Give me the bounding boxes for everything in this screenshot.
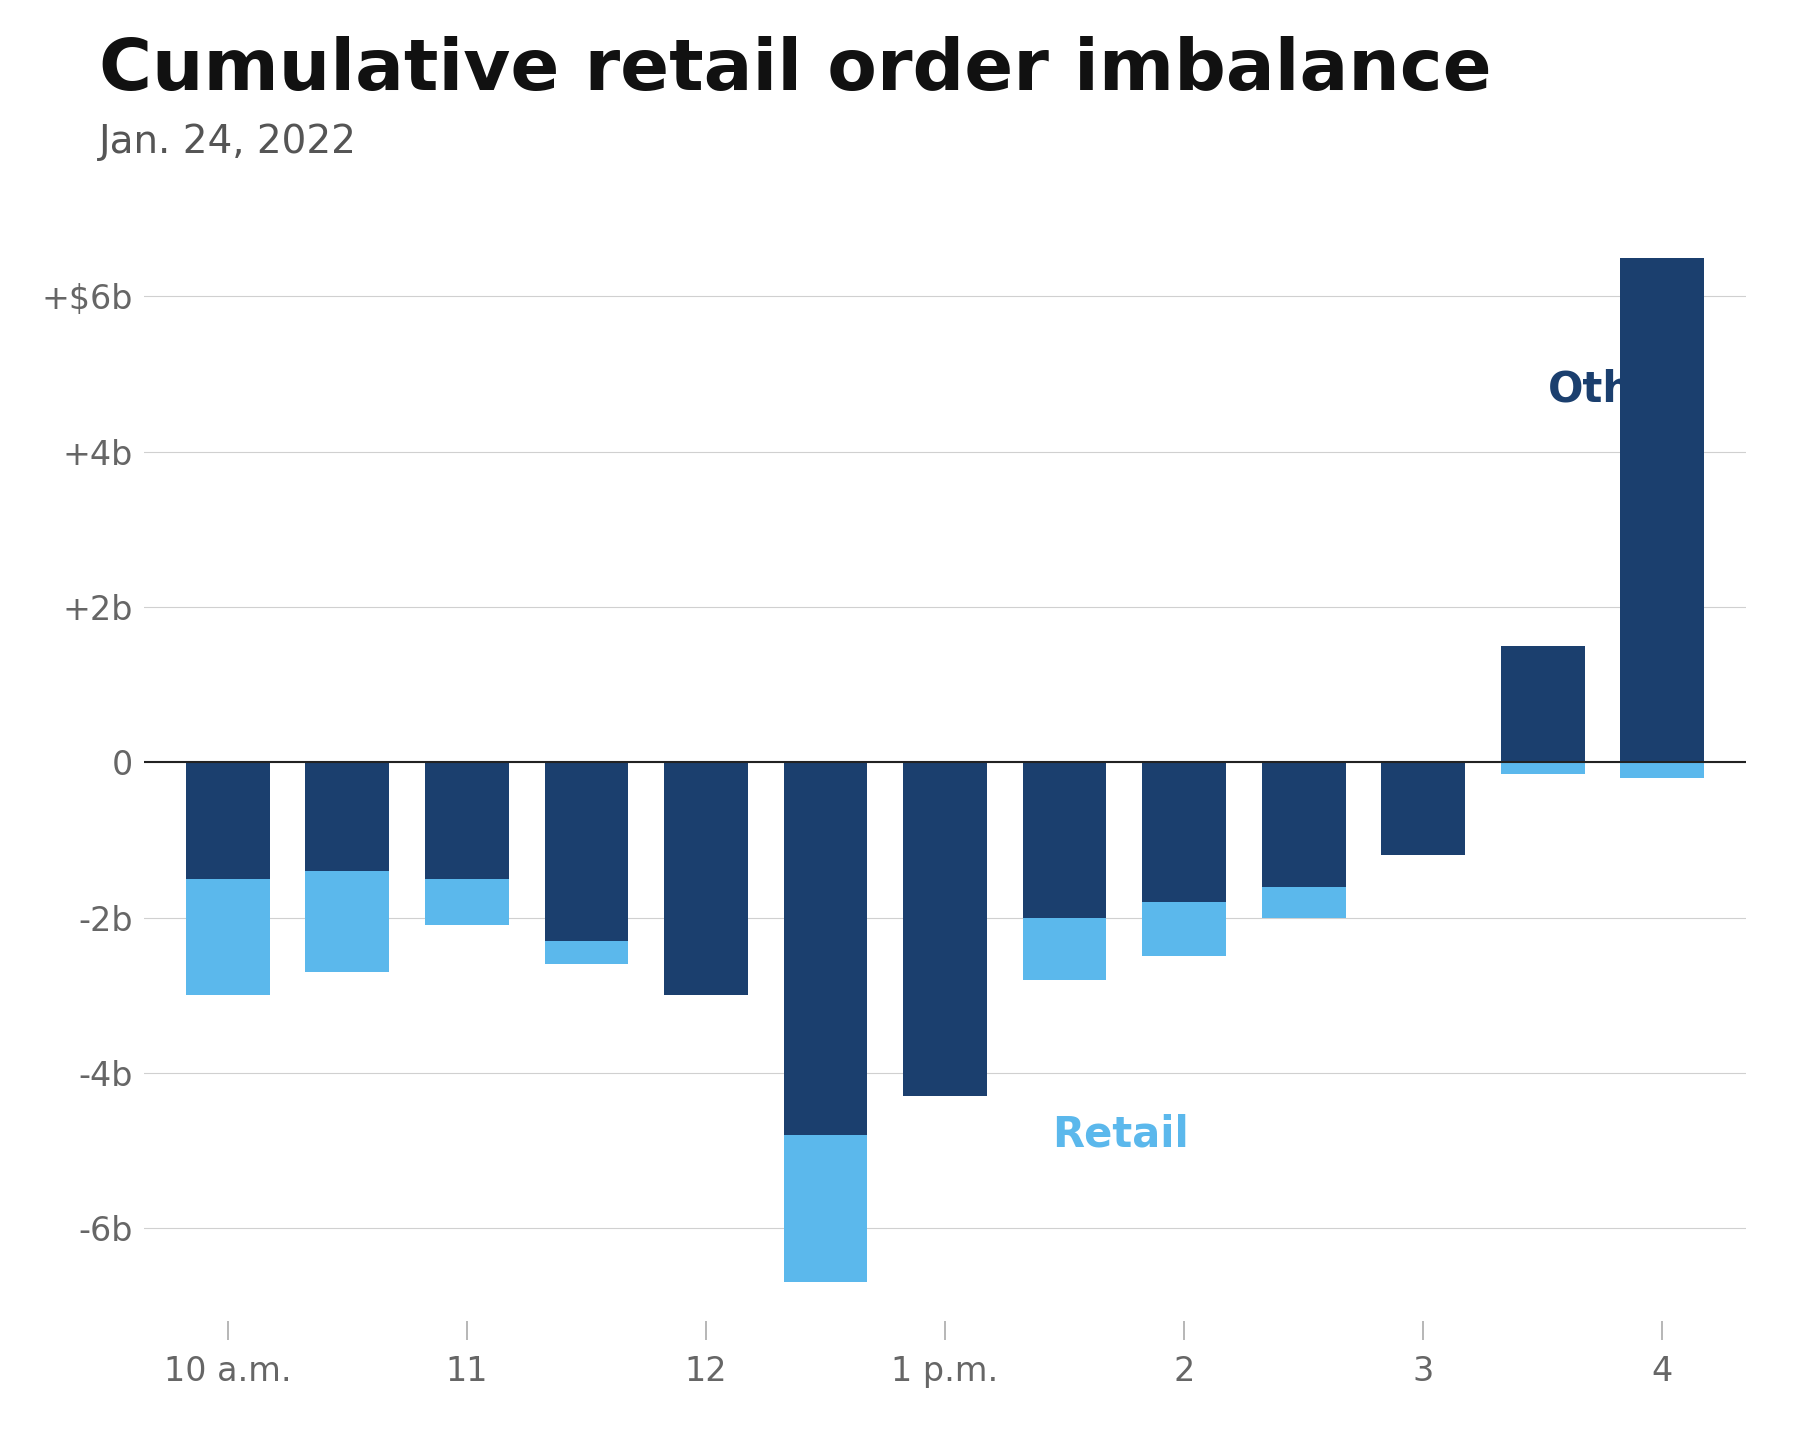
Bar	[544, 941, 628, 964]
Bar	[1262, 762, 1346, 887]
Bar	[185, 878, 270, 995]
Text: Jan. 24, 2022: Jan. 24, 2022	[99, 123, 356, 161]
Bar	[425, 878, 509, 925]
Bar	[1022, 762, 1107, 918]
Bar	[904, 762, 986, 1096]
Bar	[664, 762, 747, 995]
Bar	[1501, 646, 1584, 762]
Text: Other: Other	[1548, 369, 1681, 411]
Bar	[1143, 902, 1226, 957]
Bar	[1022, 918, 1107, 980]
Bar	[1381, 762, 1465, 855]
Bar	[306, 762, 389, 871]
Bar	[185, 762, 270, 878]
Bar	[1620, 762, 1705, 778]
Bar	[783, 1135, 868, 1282]
Bar	[1143, 762, 1226, 902]
Bar	[1501, 762, 1584, 774]
Text: Cumulative retail order imbalance: Cumulative retail order imbalance	[99, 36, 1492, 106]
Bar	[1262, 887, 1346, 918]
Bar	[425, 762, 509, 878]
Bar	[1620, 257, 1705, 762]
Bar	[544, 762, 628, 941]
Text: Retail: Retail	[1053, 1114, 1190, 1156]
Bar	[783, 762, 868, 1135]
Bar	[306, 871, 389, 971]
